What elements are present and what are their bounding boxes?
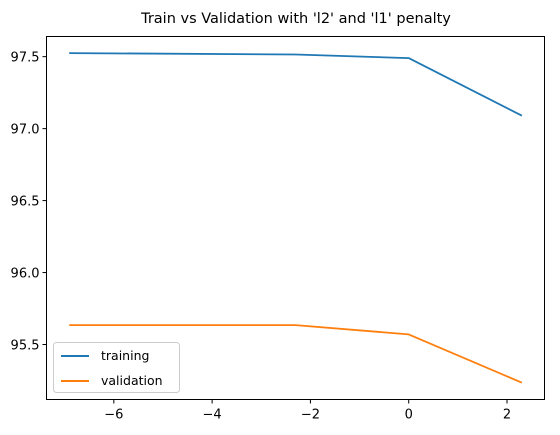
series-line-validation — [69, 324, 523, 384]
y-tick-label: 97.0 — [11, 123, 40, 138]
legend: training validation — [53, 342, 180, 393]
series-layer — [69, 52, 523, 384]
y-tick-label: 95.5 — [11, 339, 40, 354]
plot-area — [46, 36, 545, 400]
series-line-training — [69, 52, 523, 117]
x-tick-label: −6 — [104, 408, 123, 423]
ticks-layer: −6 −4 −2 0 2 95.5 96.0 96.5 97.0 97.5 — [11, 51, 512, 423]
y-tick-label: 97.5 — [11, 51, 40, 66]
legend-label-validation: validation — [101, 373, 163, 388]
x-tick-label: 0 — [405, 408, 413, 423]
legend-label-training: training — [101, 348, 149, 363]
y-tick-label: 96.0 — [11, 267, 40, 282]
x-tick-label: 2 — [503, 408, 511, 423]
chart-title: Train vs Validation with 'l2' and 'l1' p… — [140, 11, 451, 27]
x-tick-label: −2 — [301, 408, 320, 423]
y-tick-label: 96.5 — [11, 195, 40, 210]
x-tick-label: −4 — [203, 408, 222, 423]
